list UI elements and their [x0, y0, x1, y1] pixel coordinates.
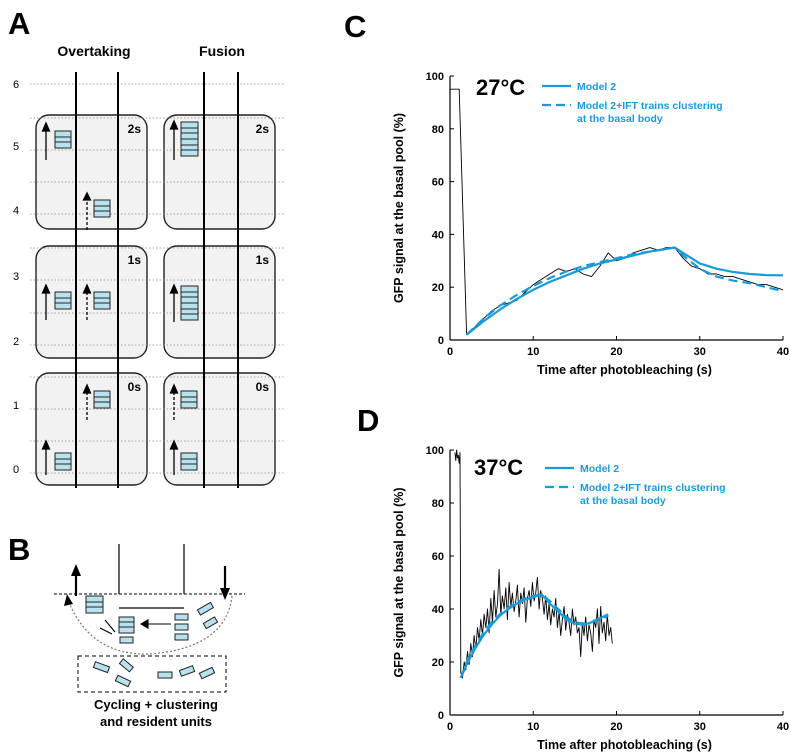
row-number-2: 2: [13, 336, 19, 348]
chart-c-series-model-2-clustering: [465, 246, 784, 336]
chart-d-y-axis-label: GFP signal at the basal pool (%): [392, 487, 406, 677]
time-label-1s-fusion: 1s: [256, 253, 270, 267]
chart-c-y-tick-label: 40: [432, 229, 444, 241]
panel-d-letter: D: [357, 403, 379, 438]
chart-d-y-tick-label: 100: [426, 445, 444, 457]
chart-d-series-model-2: [459, 593, 609, 679]
row-number-6: 6: [13, 79, 19, 91]
row-number-3: 3: [13, 271, 19, 283]
time-label-0s-overtaking: 0s: [128, 380, 142, 394]
chart-c-series-model-2: [465, 246, 784, 336]
entry-arrow-head: [220, 588, 230, 600]
chart-d-x-tick-label: 0: [447, 721, 453, 733]
time-label-2s-fusion: 2s: [256, 122, 270, 136]
box-overtaking-1s: [35, 245, 148, 359]
chart-d-x-tick-label: 40: [777, 721, 789, 733]
chart-c-y-tick-label: 0: [438, 335, 444, 347]
panel-b: B: [8, 532, 245, 729]
resident-units: [92, 658, 216, 688]
chart-c-y-tick-label: 100: [426, 71, 444, 83]
panel-b-caption-line2: and resident units: [100, 714, 212, 729]
overtaking-header: Overtaking: [57, 43, 130, 59]
chart-c-x-tick-label: 10: [527, 346, 539, 358]
row-number-0: 0: [13, 464, 19, 476]
panel-d-temperature: 37°C: [474, 455, 523, 480]
panel-b-caption-line1: Cycling + clustering: [94, 697, 218, 712]
chart-c-x-axis-label: Time after photobleaching (s): [537, 363, 712, 377]
row-number-4: 4: [13, 205, 19, 217]
row-number-5: 5: [13, 141, 19, 153]
chart-c-y-tick-label: 80: [432, 124, 444, 136]
panel-b-letter: B: [8, 532, 30, 567]
chart-d-y-tick-label: 20: [432, 657, 444, 669]
box-fusion-1s: [163, 245, 276, 359]
chart-d: 0 10 20 30 40 0 20 40 60 80 100 Time after photoble…: [392, 445, 789, 752]
chart-c-legend-label: Model 2: [577, 81, 616, 93]
transport-arrows: [41, 119, 179, 475]
panel-c-temperature: 27°C: [476, 75, 525, 100]
row-number-1: 1: [13, 400, 19, 412]
panel-a-letter: A: [8, 6, 30, 41]
train-units: [85, 595, 219, 644]
chart-c-x-tick-label: 0: [447, 346, 453, 358]
fusion-header: Fusion: [199, 43, 245, 59]
ift-trains: [54, 121, 199, 471]
row-gridlines: [30, 83, 285, 474]
exit-arrow-head: [71, 564, 81, 576]
panel-c-letter: C: [344, 9, 366, 44]
chart-c-x-tick-label: 30: [694, 346, 706, 358]
chart-c-legend-label: Model 2+IFT trains clustering at the basa…: [577, 100, 723, 125]
chart-d-legend-label: Model 2+IFT trains clustering at the basa…: [580, 482, 726, 507]
time-label-2s-overtaking: 2s: [128, 122, 142, 136]
resident-pool-box: [77, 655, 227, 693]
chart-c-y-axis-label: GFP signal at the basal pool (%): [392, 113, 406, 303]
cycling-path: [67, 595, 233, 655]
chart-d-x-tick-label: 20: [610, 721, 622, 733]
chart-d-x-tick-label: 10: [527, 721, 539, 733]
chart-c-x-tick-label: 40: [777, 346, 789, 358]
chart-d-x-tick-label: 30: [694, 721, 706, 733]
chart-d-y-tick-label: 60: [432, 551, 444, 563]
chart-c: 0 10 20 30 40 0 20 40 60 80 100 Time after photoble…: [392, 71, 789, 377]
chart-d-series-model-2-clustering: [459, 593, 609, 679]
chart-d-y-tick-label: 0: [438, 710, 444, 722]
cilium-lines: [75, 72, 239, 488]
assembly-arrows: [99, 619, 171, 635]
chart-d-y-tick-label: 80: [432, 498, 444, 510]
chart-c-y-tick-label: 20: [432, 282, 444, 294]
chart-c-x-tick-label: 20: [610, 346, 622, 358]
chart-c-y-tick-label: 60: [432, 177, 444, 189]
time-label-1s-overtaking: 1s: [128, 253, 142, 267]
cycling-path-arrowhead: [64, 594, 73, 606]
chart-c-series-measured-data: [450, 88, 784, 336]
chart-d-legend-label: Model 2: [580, 463, 619, 475]
chart-d-x-axis-label: Time after photobleaching (s): [537, 738, 712, 752]
chart-d-y-tick-label: 40: [432, 604, 444, 616]
panel-c: C 27°C 0 10 20 30 40 0 20 40 60 80 100 Time after p…: [344, 9, 789, 377]
time-label-0s-fusion: 0s: [256, 380, 270, 394]
panel-d: D 37°C 0 10 20 30 40 0 20 40 60 80 100 Time after p…: [357, 403, 789, 752]
panel-a: A Overtaking Fusion 6 5 4 3: [8, 6, 285, 488]
